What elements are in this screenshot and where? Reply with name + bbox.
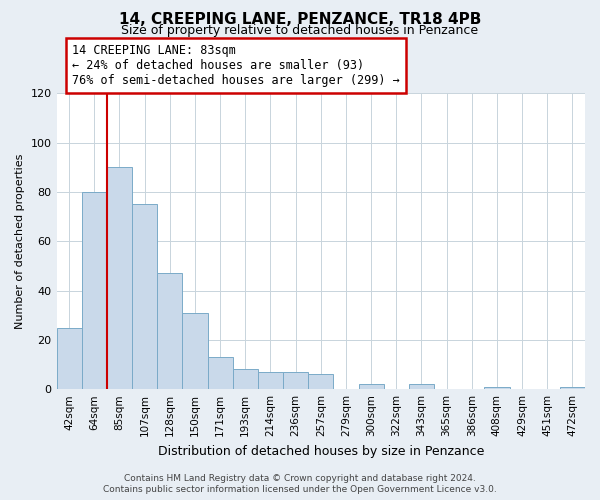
Text: Size of property relative to detached houses in Penzance: Size of property relative to detached ho… <box>121 24 479 37</box>
Bar <box>157 274 182 389</box>
Bar <box>484 386 509 389</box>
Bar <box>182 312 208 389</box>
Bar <box>132 204 157 389</box>
Bar <box>359 384 383 389</box>
Y-axis label: Number of detached properties: Number of detached properties <box>15 154 25 329</box>
Bar <box>308 374 334 389</box>
X-axis label: Distribution of detached houses by size in Penzance: Distribution of detached houses by size … <box>158 444 484 458</box>
Bar <box>233 370 258 389</box>
Text: Contains HM Land Registry data © Crown copyright and database right 2024.
Contai: Contains HM Land Registry data © Crown c… <box>103 474 497 494</box>
Bar <box>283 372 308 389</box>
Text: 14, CREEPING LANE, PENZANCE, TR18 4PB: 14, CREEPING LANE, PENZANCE, TR18 4PB <box>119 12 481 28</box>
Text: 14 CREEPING LANE: 83sqm
← 24% of detached houses are smaller (93)
76% of semi-de: 14 CREEPING LANE: 83sqm ← 24% of detache… <box>73 44 400 88</box>
Bar <box>82 192 107 389</box>
Bar <box>409 384 434 389</box>
Bar <box>107 167 132 389</box>
Bar <box>56 328 82 389</box>
Bar <box>208 357 233 389</box>
Bar <box>258 372 283 389</box>
Bar <box>560 386 585 389</box>
